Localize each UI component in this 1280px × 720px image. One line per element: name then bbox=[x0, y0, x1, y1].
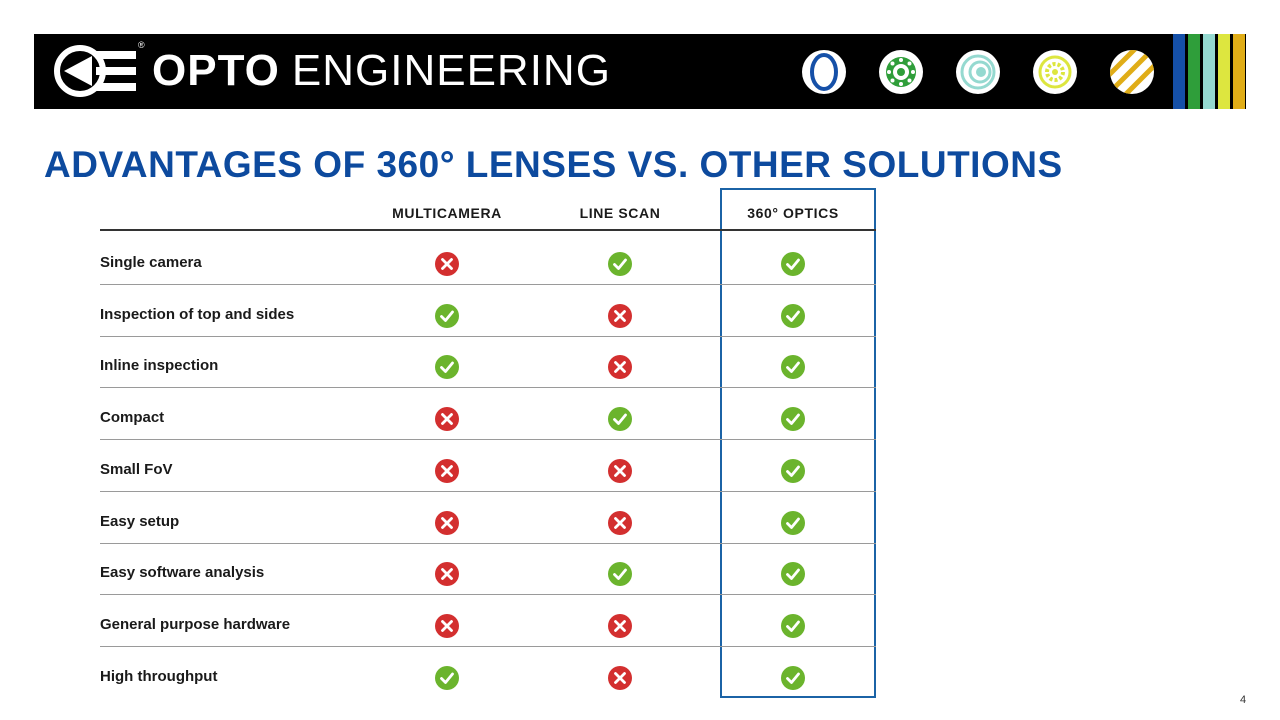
check-circle-icon bbox=[435, 303, 459, 328]
brand-name-light: ENGINEERING bbox=[291, 46, 611, 95]
row-label: General purpose hardware bbox=[100, 615, 291, 633]
row-label: Inspection of top and sides bbox=[100, 305, 295, 323]
cross-circle-icon bbox=[435, 252, 459, 276]
row-label: Easy software analysis bbox=[100, 564, 265, 582]
stripe-yellow bbox=[1218, 34, 1230, 109]
brand-name-bold: OPTO bbox=[152, 46, 280, 95]
table-row: High throughput bbox=[100, 647, 876, 699]
brand-name: OPTO ENGINEERING bbox=[152, 47, 611, 95]
check-circle-icon bbox=[781, 510, 805, 535]
stripe-teal bbox=[1203, 34, 1215, 109]
stripes-software-icon bbox=[1109, 49, 1154, 94]
table-row: Easy software analysis bbox=[100, 543, 876, 596]
header-divider bbox=[100, 229, 876, 231]
check-circle-icon bbox=[781, 252, 805, 276]
check-circle-icon bbox=[608, 407, 632, 432]
opto-engineering-logo-icon bbox=[54, 45, 136, 97]
row-label: High throughput bbox=[100, 667, 218, 685]
row-label: Easy setup bbox=[100, 512, 180, 530]
table-row: General purpose hardware bbox=[100, 595, 876, 647]
registered-mark: ® bbox=[138, 40, 145, 50]
row-label: Small FoV bbox=[100, 460, 173, 478]
slide-title: ADVANTAGES OF 360° LENSES VS. OTHER SOLU… bbox=[44, 144, 1063, 185]
tile-orange bbox=[1093, 34, 1170, 109]
product-tiles bbox=[785, 34, 1170, 109]
table-row: Single camera bbox=[100, 233, 876, 285]
tile-teal bbox=[939, 34, 1016, 109]
row-divider bbox=[100, 439, 876, 441]
concentric-optics-icon bbox=[955, 49, 1000, 94]
cross-circle-icon bbox=[608, 613, 632, 638]
check-circle-icon bbox=[781, 303, 805, 328]
row-divider bbox=[100, 594, 876, 596]
cross-circle-icon bbox=[608, 665, 632, 690]
row-label: Inline inspection bbox=[100, 357, 219, 375]
tile-green bbox=[862, 34, 939, 109]
check-circle-icon bbox=[608, 252, 632, 276]
table-row: Inspection of top and sides bbox=[100, 285, 876, 337]
stripe-gap bbox=[1200, 34, 1203, 109]
table-row: Small FoV bbox=[100, 440, 876, 492]
cross-circle-icon bbox=[608, 303, 632, 328]
row-label: Single camera bbox=[100, 254, 202, 271]
stripe-green bbox=[1188, 34, 1200, 109]
page-number: 4 bbox=[1240, 694, 1247, 706]
check-circle-icon bbox=[781, 355, 805, 380]
column-header-360-optics: 360° OPTICS bbox=[747, 205, 839, 221]
row-divider bbox=[100, 542, 876, 544]
cross-circle-icon bbox=[435, 407, 459, 432]
cross-circle-icon bbox=[435, 613, 459, 638]
check-circle-icon bbox=[781, 407, 805, 432]
cross-circle-icon bbox=[435, 510, 459, 535]
stripe-blue bbox=[1173, 34, 1185, 109]
color-stripes bbox=[1173, 34, 1245, 109]
cross-circle-icon bbox=[435, 562, 459, 587]
check-circle-icon bbox=[608, 562, 632, 587]
table-row: Easy setup bbox=[100, 492, 876, 544]
check-circle-icon bbox=[781, 613, 805, 638]
row-divider bbox=[100, 335, 876, 337]
row-divider bbox=[100, 284, 876, 285]
cross-circle-icon bbox=[435, 458, 459, 483]
stripe-gap bbox=[1215, 34, 1218, 109]
stripe-gap bbox=[1230, 34, 1233, 109]
cross-circle-icon bbox=[608, 510, 632, 535]
row-divider bbox=[100, 490, 876, 492]
row-divider bbox=[100, 387, 876, 389]
stripe-orange bbox=[1233, 34, 1245, 109]
table-row: Compact bbox=[100, 388, 876, 441]
cross-circle-icon bbox=[608, 458, 632, 483]
tile-yellow bbox=[1016, 34, 1093, 109]
row-divider bbox=[100, 645, 876, 647]
brand-banner: ® OPTO ENGINEERING bbox=[34, 34, 1246, 109]
tile-blue bbox=[785, 34, 862, 109]
check-circle-icon bbox=[435, 665, 459, 690]
check-circle-icon bbox=[781, 665, 805, 690]
check-circle-icon bbox=[781, 458, 805, 483]
column-header-multicamera: MULTICAMERA bbox=[392, 205, 502, 221]
row-label: Compact bbox=[100, 409, 165, 427]
table-row: Inline inspection bbox=[100, 336, 876, 389]
column-header-line-scan: LINE SCAN bbox=[579, 205, 661, 221]
lens-icon bbox=[801, 49, 846, 94]
stripe-gap bbox=[1185, 34, 1188, 109]
check-circle-icon bbox=[435, 355, 459, 380]
highlighted-column-frame bbox=[720, 188, 876, 698]
gear-icon bbox=[1032, 49, 1077, 94]
ring-light-icon bbox=[878, 49, 923, 94]
cross-circle-icon bbox=[608, 355, 632, 380]
check-circle-icon bbox=[781, 562, 805, 587]
